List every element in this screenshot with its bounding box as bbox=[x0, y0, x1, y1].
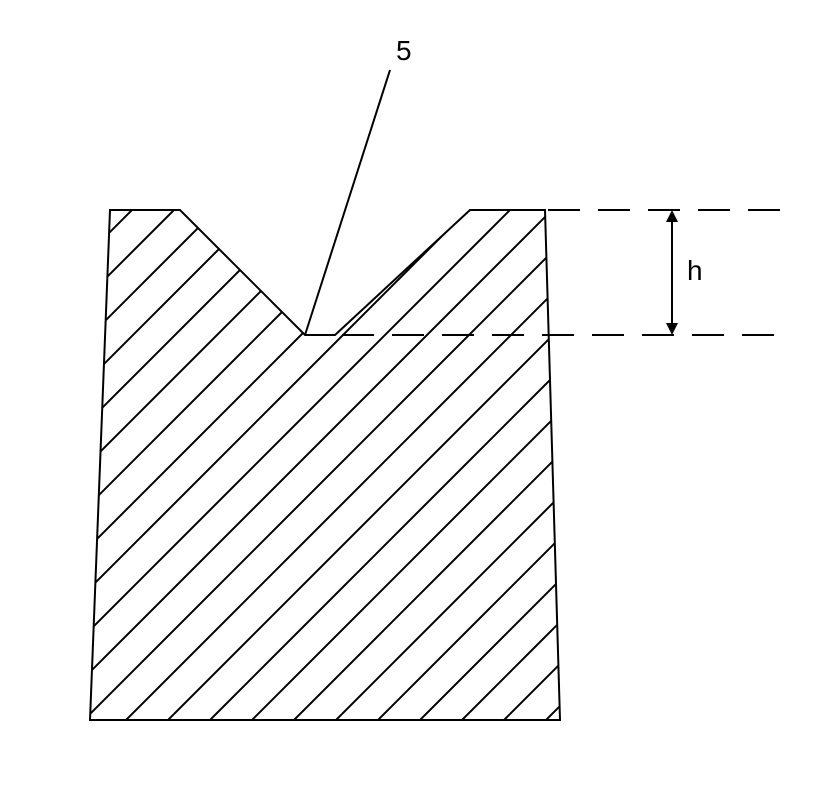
dimension-label-h: h bbox=[687, 255, 703, 286]
cross-section-diagram: 5h bbox=[0, 0, 817, 798]
hatch-fill bbox=[30, 0, 620, 798]
callout-label-5: 5 bbox=[396, 35, 412, 66]
diagram-svg: 5h bbox=[0, 0, 817, 798]
